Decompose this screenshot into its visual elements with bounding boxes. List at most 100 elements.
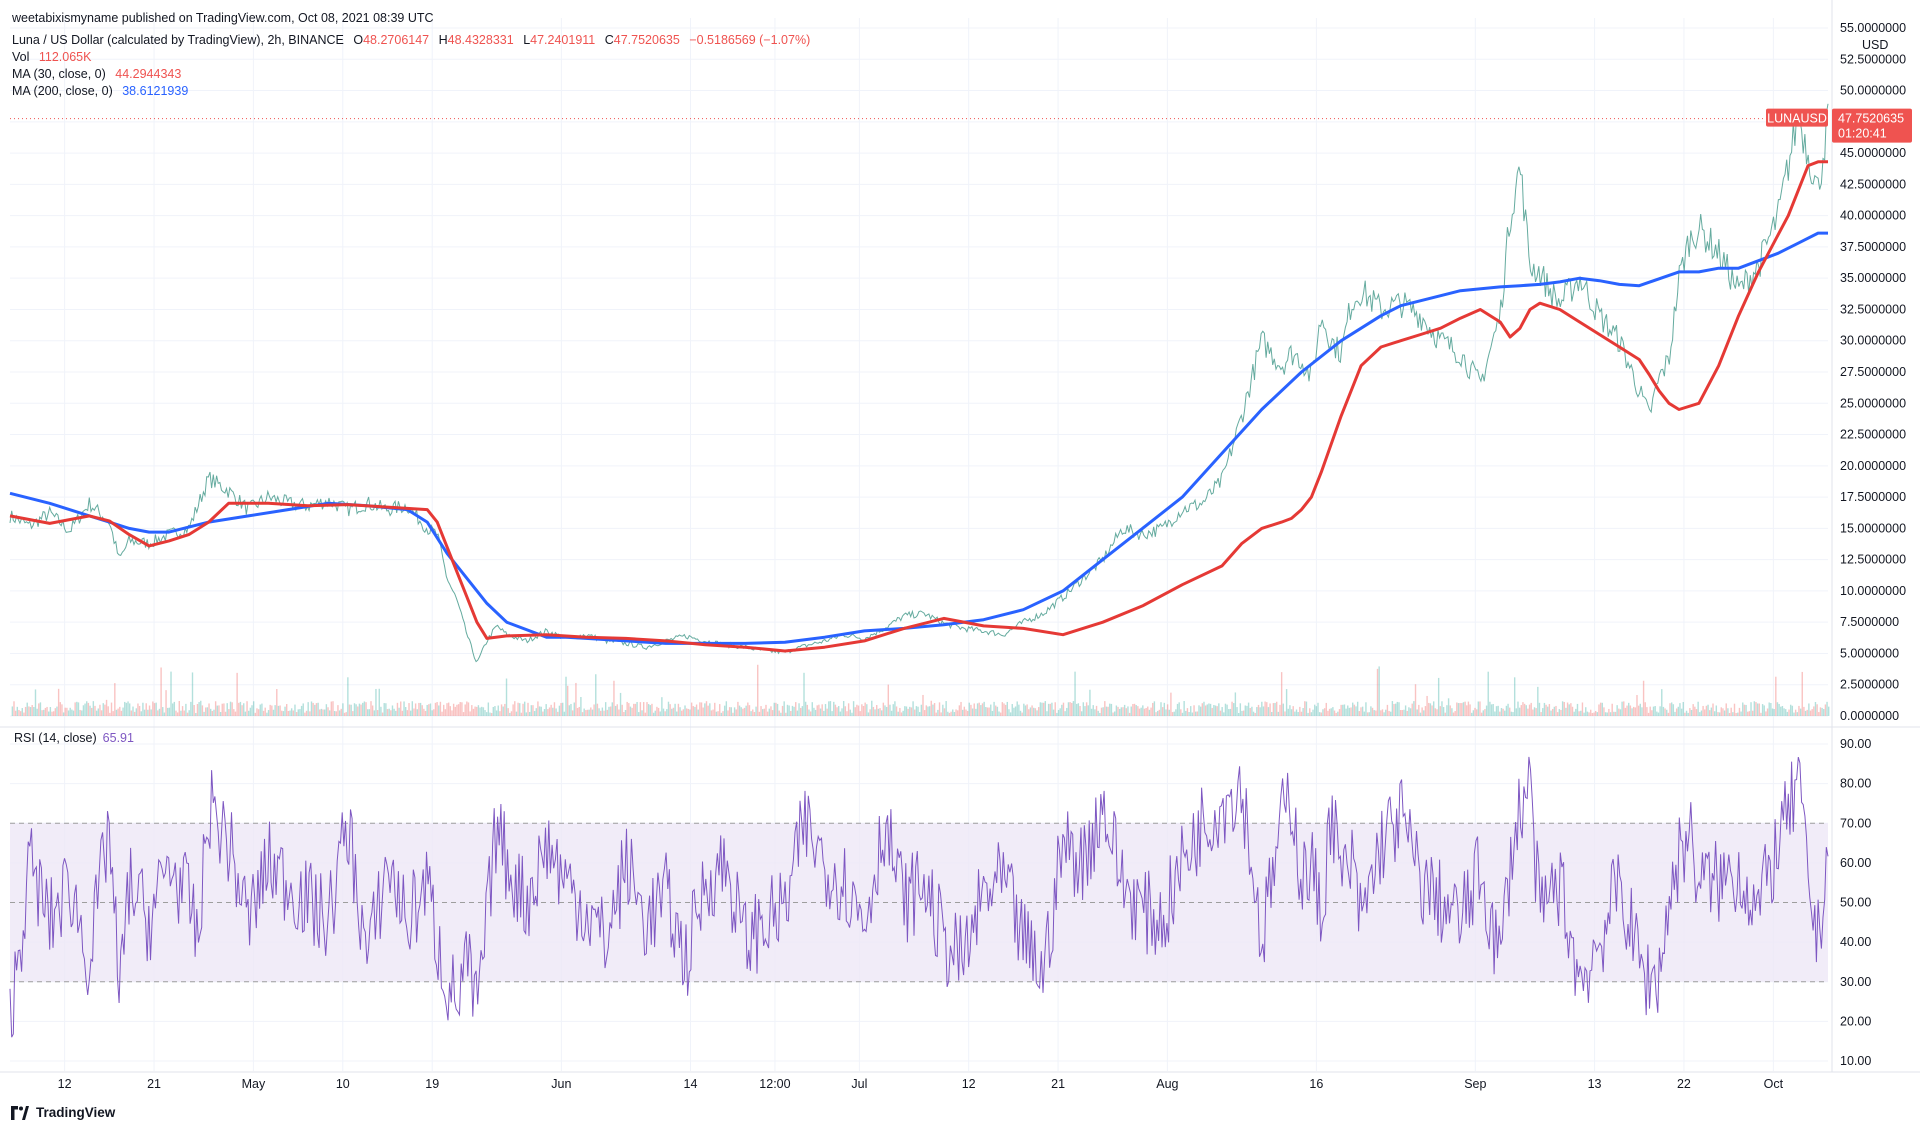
volume-row[interactable]: Vol 112.065K — [12, 49, 816, 66]
volume-bar — [1219, 710, 1222, 716]
volume-bar — [1181, 712, 1184, 716]
volume-bar — [1609, 712, 1612, 716]
volume-bar — [720, 712, 723, 716]
volume-bar — [1224, 703, 1227, 716]
volume-bar — [563, 711, 566, 716]
volume-bar — [1611, 703, 1613, 716]
volume-bar — [742, 708, 744, 716]
volume-bar — [1497, 705, 1499, 716]
volume-bar — [545, 704, 547, 716]
volume-bar — [266, 712, 268, 716]
volume-bar — [661, 697, 663, 716]
volume-bar — [999, 712, 1002, 716]
volume-bar — [1249, 708, 1251, 716]
volume-bar — [1398, 702, 1400, 716]
ma30-row[interactable]: MA (30, close, 0) 44.2944343 — [12, 66, 816, 83]
volume-bar — [1383, 712, 1385, 716]
volume-bar — [1717, 712, 1719, 716]
volume-bar — [231, 702, 233, 716]
volume-bar — [459, 702, 461, 716]
volume-bar — [398, 707, 400, 716]
volume-bar — [1223, 712, 1225, 716]
volume-bar — [1385, 709, 1387, 716]
volume-bar — [355, 704, 357, 716]
volume-bar — [251, 705, 253, 716]
volume-bar — [849, 709, 851, 716]
volume-bar — [1751, 710, 1754, 716]
volume-bar — [570, 703, 572, 716]
volume-bar — [195, 712, 197, 716]
volume-bar — [371, 705, 374, 716]
volume-bar — [1431, 705, 1433, 716]
volume-bar — [1428, 702, 1430, 716]
volume-bar — [1123, 704, 1126, 716]
volume-bar — [209, 708, 212, 716]
volume-bar — [1039, 702, 1042, 716]
rsi-tick-label: 10.00 — [1840, 1054, 1871, 1068]
volume-bar — [16, 706, 19, 716]
volume-bar — [14, 710, 17, 716]
volume-bar — [952, 709, 954, 716]
volume-bar — [325, 704, 328, 716]
volume-bar — [1175, 709, 1177, 716]
volume-bar — [69, 707, 71, 716]
volume-bar — [1695, 709, 1698, 716]
volume-bar — [1290, 709, 1293, 716]
volume-bar — [900, 712, 903, 716]
price-line — [9, 103, 1829, 663]
volume-bar — [1122, 707, 1124, 716]
volume-bar — [1613, 711, 1615, 716]
volume-bar — [732, 712, 734, 716]
volume-bar — [492, 707, 494, 716]
rsi-legend[interactable]: RSI (14, close) 65.91 — [14, 731, 134, 745]
volume-bar — [790, 711, 792, 716]
volume-bar — [1110, 703, 1113, 716]
volume-bar — [64, 707, 66, 716]
volume-bar — [82, 705, 85, 716]
volume-bar — [1062, 702, 1065, 716]
volume-bar — [1418, 704, 1420, 716]
volume-bar — [958, 705, 961, 716]
volume-bar — [1753, 701, 1756, 716]
volume-bar — [461, 702, 463, 716]
volume-bar — [89, 705, 91, 716]
volume-bar — [238, 702, 240, 716]
volume-bar — [1715, 705, 1718, 716]
volume-bar — [510, 711, 513, 716]
volume-bar — [1586, 711, 1589, 716]
volume-bar — [277, 705, 280, 716]
ma200-row[interactable]: MA (200, close, 0) 38.6121939 — [12, 83, 816, 100]
volume-bar — [1021, 712, 1023, 716]
volume-bar — [1304, 701, 1306, 716]
volume-bar — [611, 702, 613, 716]
footer-brand[interactable]: TradingView — [10, 1105, 115, 1120]
volume-bar — [719, 704, 721, 716]
volume-bar — [1396, 701, 1399, 716]
volume-bar — [328, 710, 331, 716]
volume-bar — [1808, 703, 1810, 716]
volume-bar — [1766, 708, 1769, 716]
volume-bar — [175, 710, 177, 716]
volume-bar — [1076, 703, 1078, 716]
volume-bar — [49, 707, 52, 716]
volume-bar — [773, 702, 775, 716]
volume-bar — [1585, 707, 1587, 716]
volume-bar — [1487, 671, 1489, 716]
volume-bar — [1485, 705, 1488, 716]
volume-bar — [1510, 711, 1513, 716]
volume-bar — [186, 712, 189, 716]
volume-bar — [1639, 703, 1641, 716]
volume-bar — [988, 707, 990, 716]
volume-bar — [1314, 704, 1316, 716]
volume-bar — [758, 711, 761, 716]
volume-bar — [1490, 704, 1493, 716]
volume-bar — [124, 701, 126, 716]
volume-bar — [479, 707, 481, 716]
volume-bar — [1571, 706, 1574, 716]
time-tick-label: Jun — [551, 1077, 571, 1091]
volume-bar — [307, 702, 309, 716]
volume-bar — [1436, 709, 1438, 716]
volume-bar — [1755, 702, 1757, 716]
volume-bar — [727, 710, 729, 716]
